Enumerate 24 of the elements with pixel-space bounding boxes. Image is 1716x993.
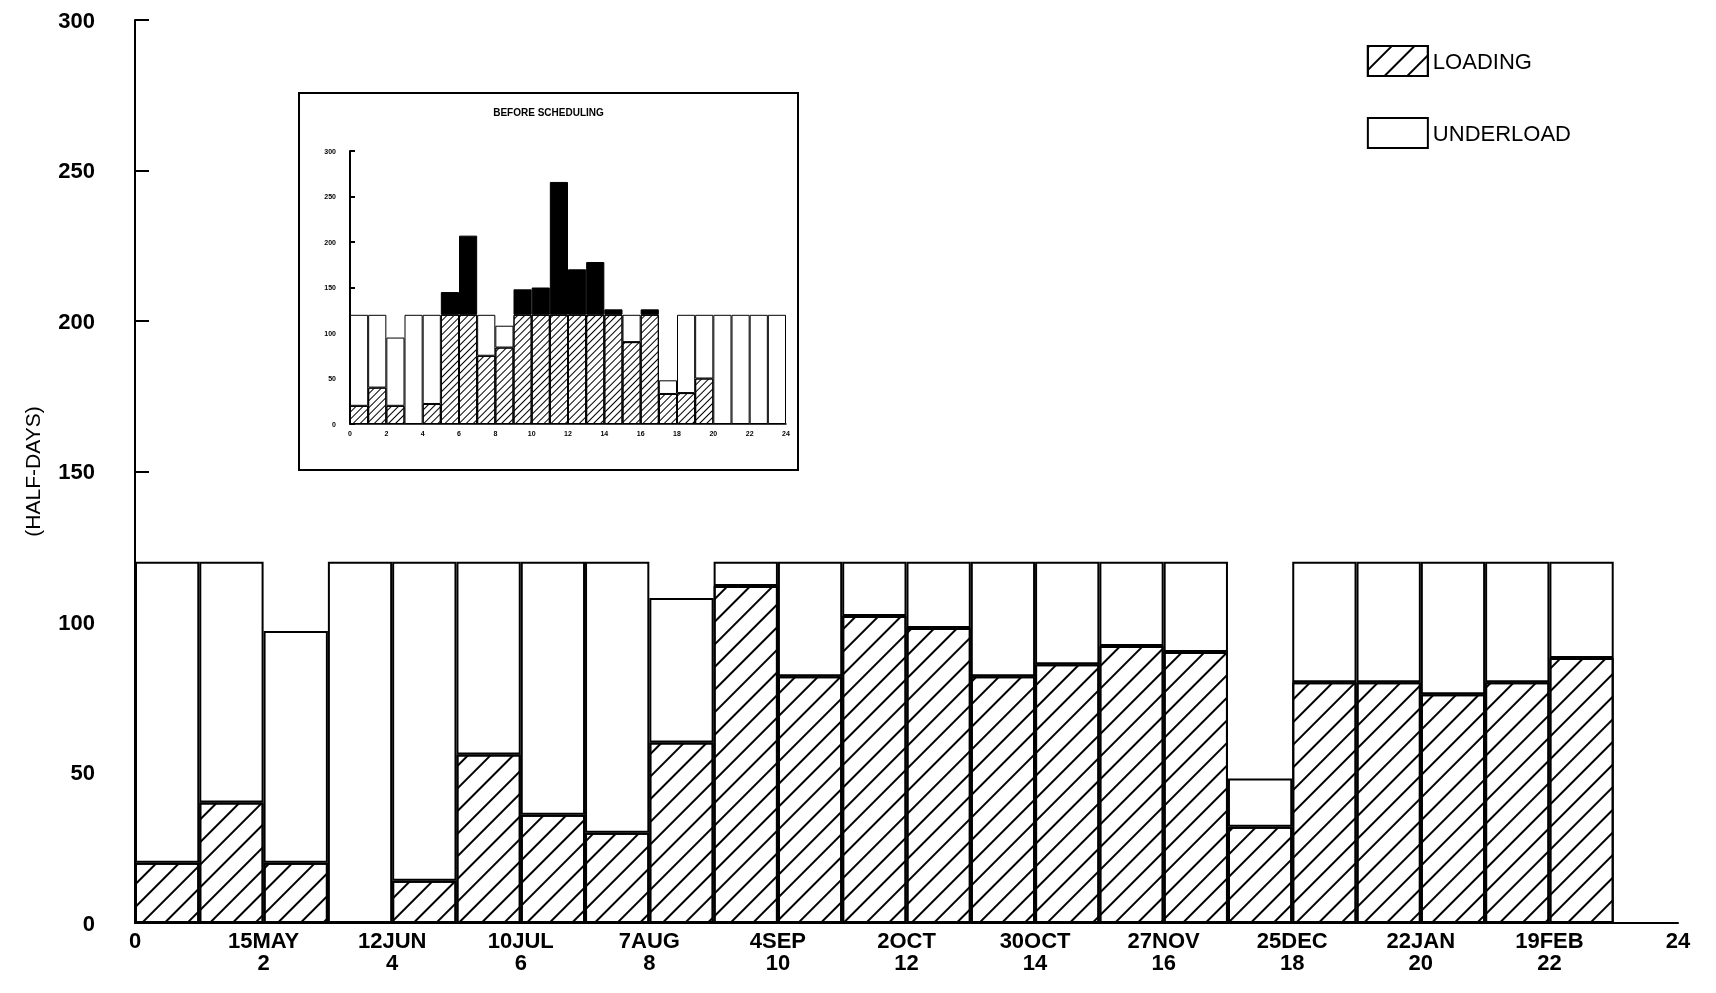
- x-tick-label: 12JUN 4: [357, 927, 427, 975]
- chart-title: BEFORE SCHEDULING: [493, 106, 604, 118]
- y-tick-label: 100: [58, 609, 95, 635]
- x-tick-label: 7AUG 8: [618, 927, 680, 975]
- y-tick-label: 200: [58, 308, 95, 334]
- y-tick-label: 0: [82, 910, 95, 936]
- y-axis-title: (HALF-DAYS): [21, 406, 44, 537]
- x-tick-label: 25DEC 18: [1256, 927, 1328, 975]
- x-tick-label: 30OCT 14: [999, 927, 1072, 975]
- x-tick-label: 19FEB 22: [1515, 927, 1584, 975]
- x-tick-label: 2OCT 12: [877, 927, 937, 975]
- x-tick-label: 27NOV 16: [1127, 927, 1201, 975]
- y-tick-label: 250: [58, 158, 95, 183]
- legend-label: LOADING: [1432, 48, 1532, 74]
- x-tick-label: 22JAN 20: [1386, 927, 1456, 975]
- x-tick-label: 4SEP 10: [749, 927, 807, 975]
- legend-label: UNDERLOAD: [1432, 120, 1572, 146]
- y-tick-label: 150: [58, 459, 95, 484]
- y-tick-label: 50: [70, 760, 95, 785]
- x-tick-label: 15MAY 2: [227, 927, 300, 975]
- y-tick-label: 300: [58, 7, 95, 33]
- x-tick-label: 10JUL 6: [487, 927, 554, 975]
- x-tick-label: 0: [128, 927, 142, 953]
- x-tick-label: 24: [1665, 927, 1691, 953]
